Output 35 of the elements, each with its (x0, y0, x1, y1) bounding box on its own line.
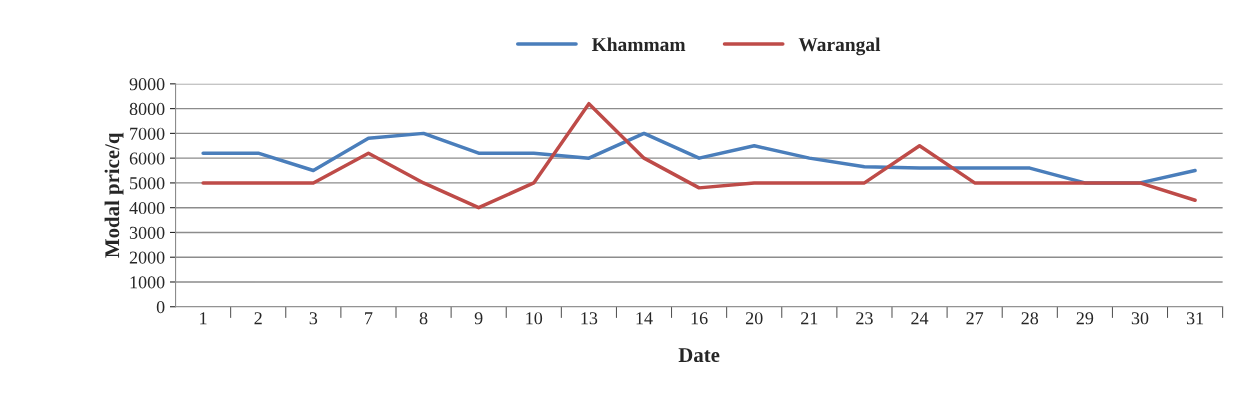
y-tick-label: 9000 (129, 78, 165, 91)
x-tick-label: 14 (636, 312, 653, 325)
y-axis-title: Modal price/q (104, 132, 124, 258)
legend-label: Khammam (591, 37, 686, 52)
x-tick-label: 3 (309, 312, 318, 325)
x-tick-label: 21 (801, 312, 818, 325)
y-tick-label: 8000 (129, 102, 165, 116)
x-tick-label: 16 (691, 312, 708, 325)
x-tick-label: 10 (526, 312, 543, 325)
x-axis-title: Date (678, 348, 720, 363)
y-tick-label: 0 (156, 301, 165, 314)
x-tick-label: 8 (419, 312, 428, 325)
line-series (201, 131, 1197, 185)
x-tick-label: 29 (1076, 312, 1094, 325)
y-tick-label: 3000 (129, 226, 165, 239)
x-tick-label: 24 (911, 312, 929, 325)
x-tick-label: 7 (365, 312, 373, 325)
y-tick-label: 4000 (129, 201, 165, 215)
x-tick-label: 9 (474, 312, 483, 325)
x-tick-label: 2 (254, 312, 262, 325)
y-tick-label: 7000 (130, 127, 165, 140)
y-tick-label: 2000 (129, 251, 165, 264)
y-tick-label: 5000 (130, 177, 165, 190)
legend-label: Warangal (798, 37, 881, 56)
line-series (201, 101, 1197, 210)
x-tick-label: 31 (1186, 312, 1204, 325)
x-tick-label: 28 (1021, 312, 1039, 325)
x-tick-label: 1 (200, 312, 207, 325)
x-tick-label: 30 (1131, 312, 1149, 325)
x-tick-label: 23 (856, 312, 873, 325)
x-tick-label: 20 (745, 312, 763, 325)
x-tick-label: 13 (581, 312, 598, 325)
y-tick-label: 1000 (130, 276, 165, 289)
x-tick-label: 27 (966, 312, 984, 325)
y-tick-label: 6000 (129, 152, 165, 165)
